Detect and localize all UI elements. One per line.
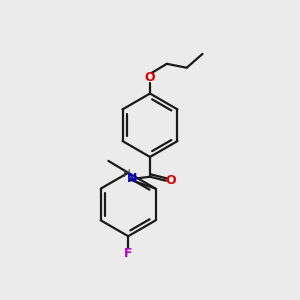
Text: N: N: [127, 172, 137, 185]
Text: O: O: [166, 174, 176, 187]
Text: O: O: [145, 71, 155, 84]
Text: F: F: [124, 247, 133, 260]
Text: H: H: [123, 169, 131, 179]
